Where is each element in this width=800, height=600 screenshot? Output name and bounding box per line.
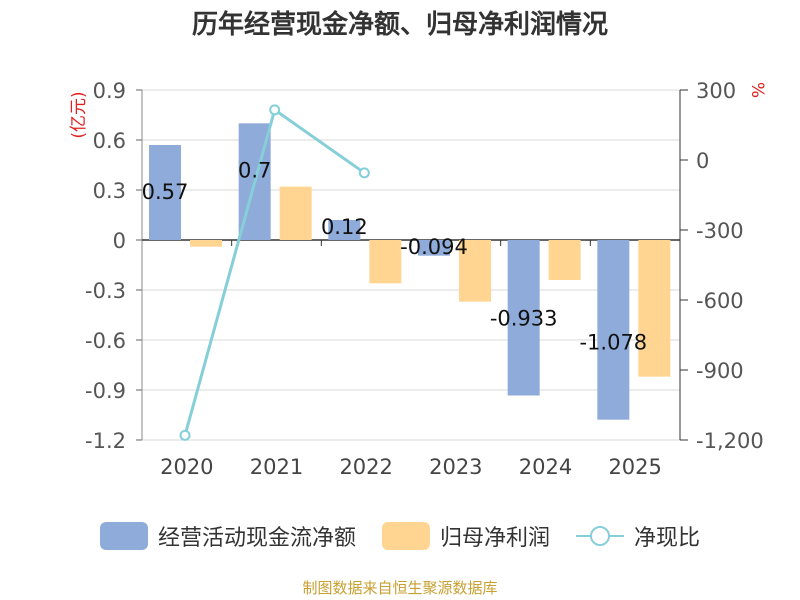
net-profit-bar (369, 240, 402, 284)
cash-flow-bar (507, 240, 540, 396)
legend-item-net-profit[interactable]: 归母净利润 (381, 520, 550, 552)
right-axis-unit: % (747, 82, 767, 98)
right-tick-label: -600 (696, 289, 744, 313)
right-tick-label: 300 (696, 79, 736, 103)
left-tick-label: 0.9 (93, 79, 126, 103)
cash-ratio-point (269, 104, 281, 116)
legend-swatch-cash-flow (99, 522, 148, 550)
chart-canvas: 0.9 0.6 0.3 0 -0.3 -0.6 -0.9 -1.2 300 0 -300 -600 -9… (69, 79, 767, 479)
x-tick-label: 2025 (608, 455, 661, 479)
left-axis-unit: (亿元) (69, 91, 89, 138)
chart-title: 历年经营现金净额、归母净利润情况 (191, 10, 608, 40)
x-tick-label: 2021 (250, 455, 303, 479)
left-tick-label: -1.2 (85, 429, 126, 453)
right-tick-label: 0 (696, 149, 709, 173)
right-tick-label: -300 (696, 219, 744, 243)
data-source-note: 制图数据来自恒生聚源数据库 (302, 579, 498, 597)
cash-flow-value-label: -1.078 (579, 331, 647, 355)
cash-flow-value-label: 0.12 (321, 215, 368, 239)
net-profit-bar (638, 240, 671, 377)
x-tick-label: 2022 (339, 455, 392, 479)
cash-ratio-point (358, 167, 370, 179)
left-tick-label: -0.9 (85, 379, 126, 403)
right-tick-label: -900 (696, 359, 744, 383)
left-tick-label: 0 (113, 229, 126, 253)
legend-label-cash-flow: 经营活动现金流净额 (157, 526, 356, 551)
cash-ratio-point (179, 429, 191, 441)
cash-flow-bar (418, 240, 450, 256)
legend: 经营活动现金流净额 归母净利润 净现比 (0, 516, 800, 556)
right-tick-label: -1,200 (696, 429, 764, 453)
net-profit-bar (459, 240, 491, 302)
legend-label-net-profit: 归母净利润 (439, 526, 550, 551)
net-profit-bar (279, 186, 312, 240)
net-profit-bar (548, 240, 581, 280)
cash-ratio-line (183, 107, 366, 436)
cash-flow-value-label: 0.57 (142, 180, 189, 204)
x-tick-label: 2024 (519, 455, 572, 479)
cash-flow-value-label: 0.7 (238, 158, 271, 182)
left-tick-label: -0.3 (85, 279, 126, 303)
net-profit-bar (190, 240, 222, 247)
cash-flow-bar (597, 240, 630, 420)
left-tick-label: 0.6 (93, 129, 126, 153)
legend-label-cash-ratio: 净现比 (634, 526, 701, 551)
left-tick-label: 0.3 (93, 179, 126, 203)
legend-swatch-net-profit (381, 522, 430, 550)
left-tick-label: -0.6 (85, 329, 126, 353)
x-tick-label: 2020 (160, 455, 213, 479)
cash-flow-bar (149, 145, 181, 240)
x-tick-label: 2023 (429, 455, 482, 479)
cash-flow-bar (328, 220, 361, 240)
legend-item-cash-flow[interactable]: 经营活动现金流净额 (99, 520, 356, 552)
legend-line-marker-icon (576, 522, 624, 550)
cash-flow-value-label: -0.094 (400, 235, 468, 259)
cash-flow-value-label: -0.933 (490, 307, 558, 331)
legend-item-cash-ratio[interactable]: 净现比 (576, 520, 700, 552)
